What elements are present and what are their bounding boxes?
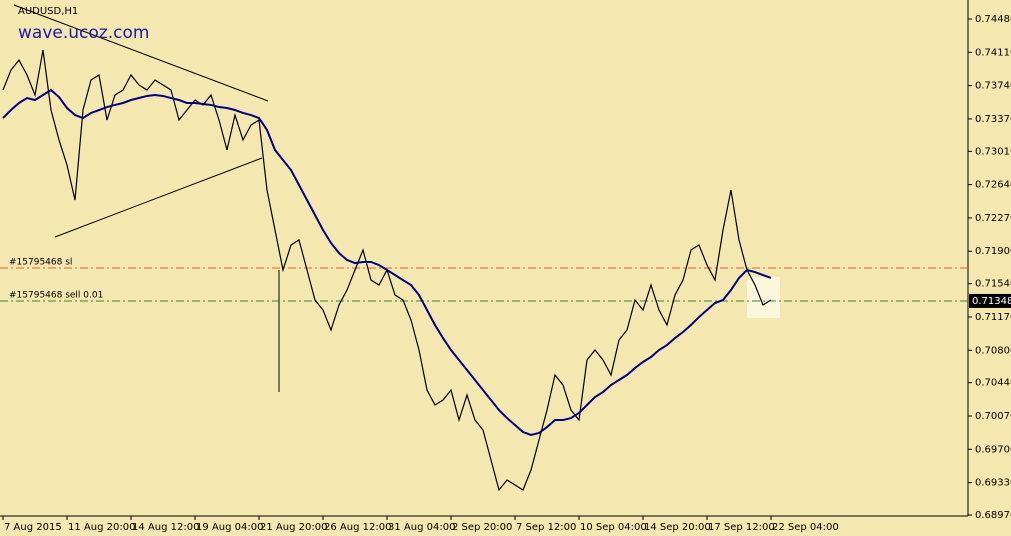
- trend-line: [54, 157, 263, 238]
- x-tick-label: 7 Sep 12:00: [516, 522, 576, 533]
- level-label: #15795468 sl: [9, 257, 72, 267]
- x-tick-label: 21 Aug 20:00: [260, 522, 327, 533]
- watermark: wave.ucoz.com: [18, 23, 149, 43]
- x-tick-label: 11 Aug 20:00: [68, 522, 135, 533]
- trend-line: [13, 4, 269, 102]
- last-price-label: 0.71348: [972, 296, 1011, 307]
- x-tick-label: 17 Sep 12:00: [708, 522, 775, 533]
- x-tick-label: 22 Sep 04:00: [772, 522, 839, 533]
- level-label: #15795468 sell 0.01: [9, 290, 103, 300]
- chart-title: AUDUSD,H1: [18, 6, 78, 17]
- last-price-box: [969, 293, 1011, 308]
- x-tick-label: 26 Aug 12:00: [324, 522, 391, 533]
- x-tick-label: 7 Aug 2015: [4, 522, 62, 533]
- price-line: [2, 88, 772, 437]
- x-tick-label: 10 Sep 04:00: [580, 522, 647, 533]
- x-tick-label: 2 Sep 20:00: [452, 522, 512, 533]
- y-tick-label: 0.68970: [975, 510, 1011, 521]
- x-tick-label: 14 Sep 20:00: [644, 522, 711, 533]
- x-tick-label: 31 Aug 04:00: [388, 522, 455, 533]
- highlight-box: [747, 277, 780, 318]
- x-tick-label: 19 Aug 04:00: [196, 522, 263, 533]
- x-tick-label: 14 Aug 12:00: [132, 522, 199, 533]
